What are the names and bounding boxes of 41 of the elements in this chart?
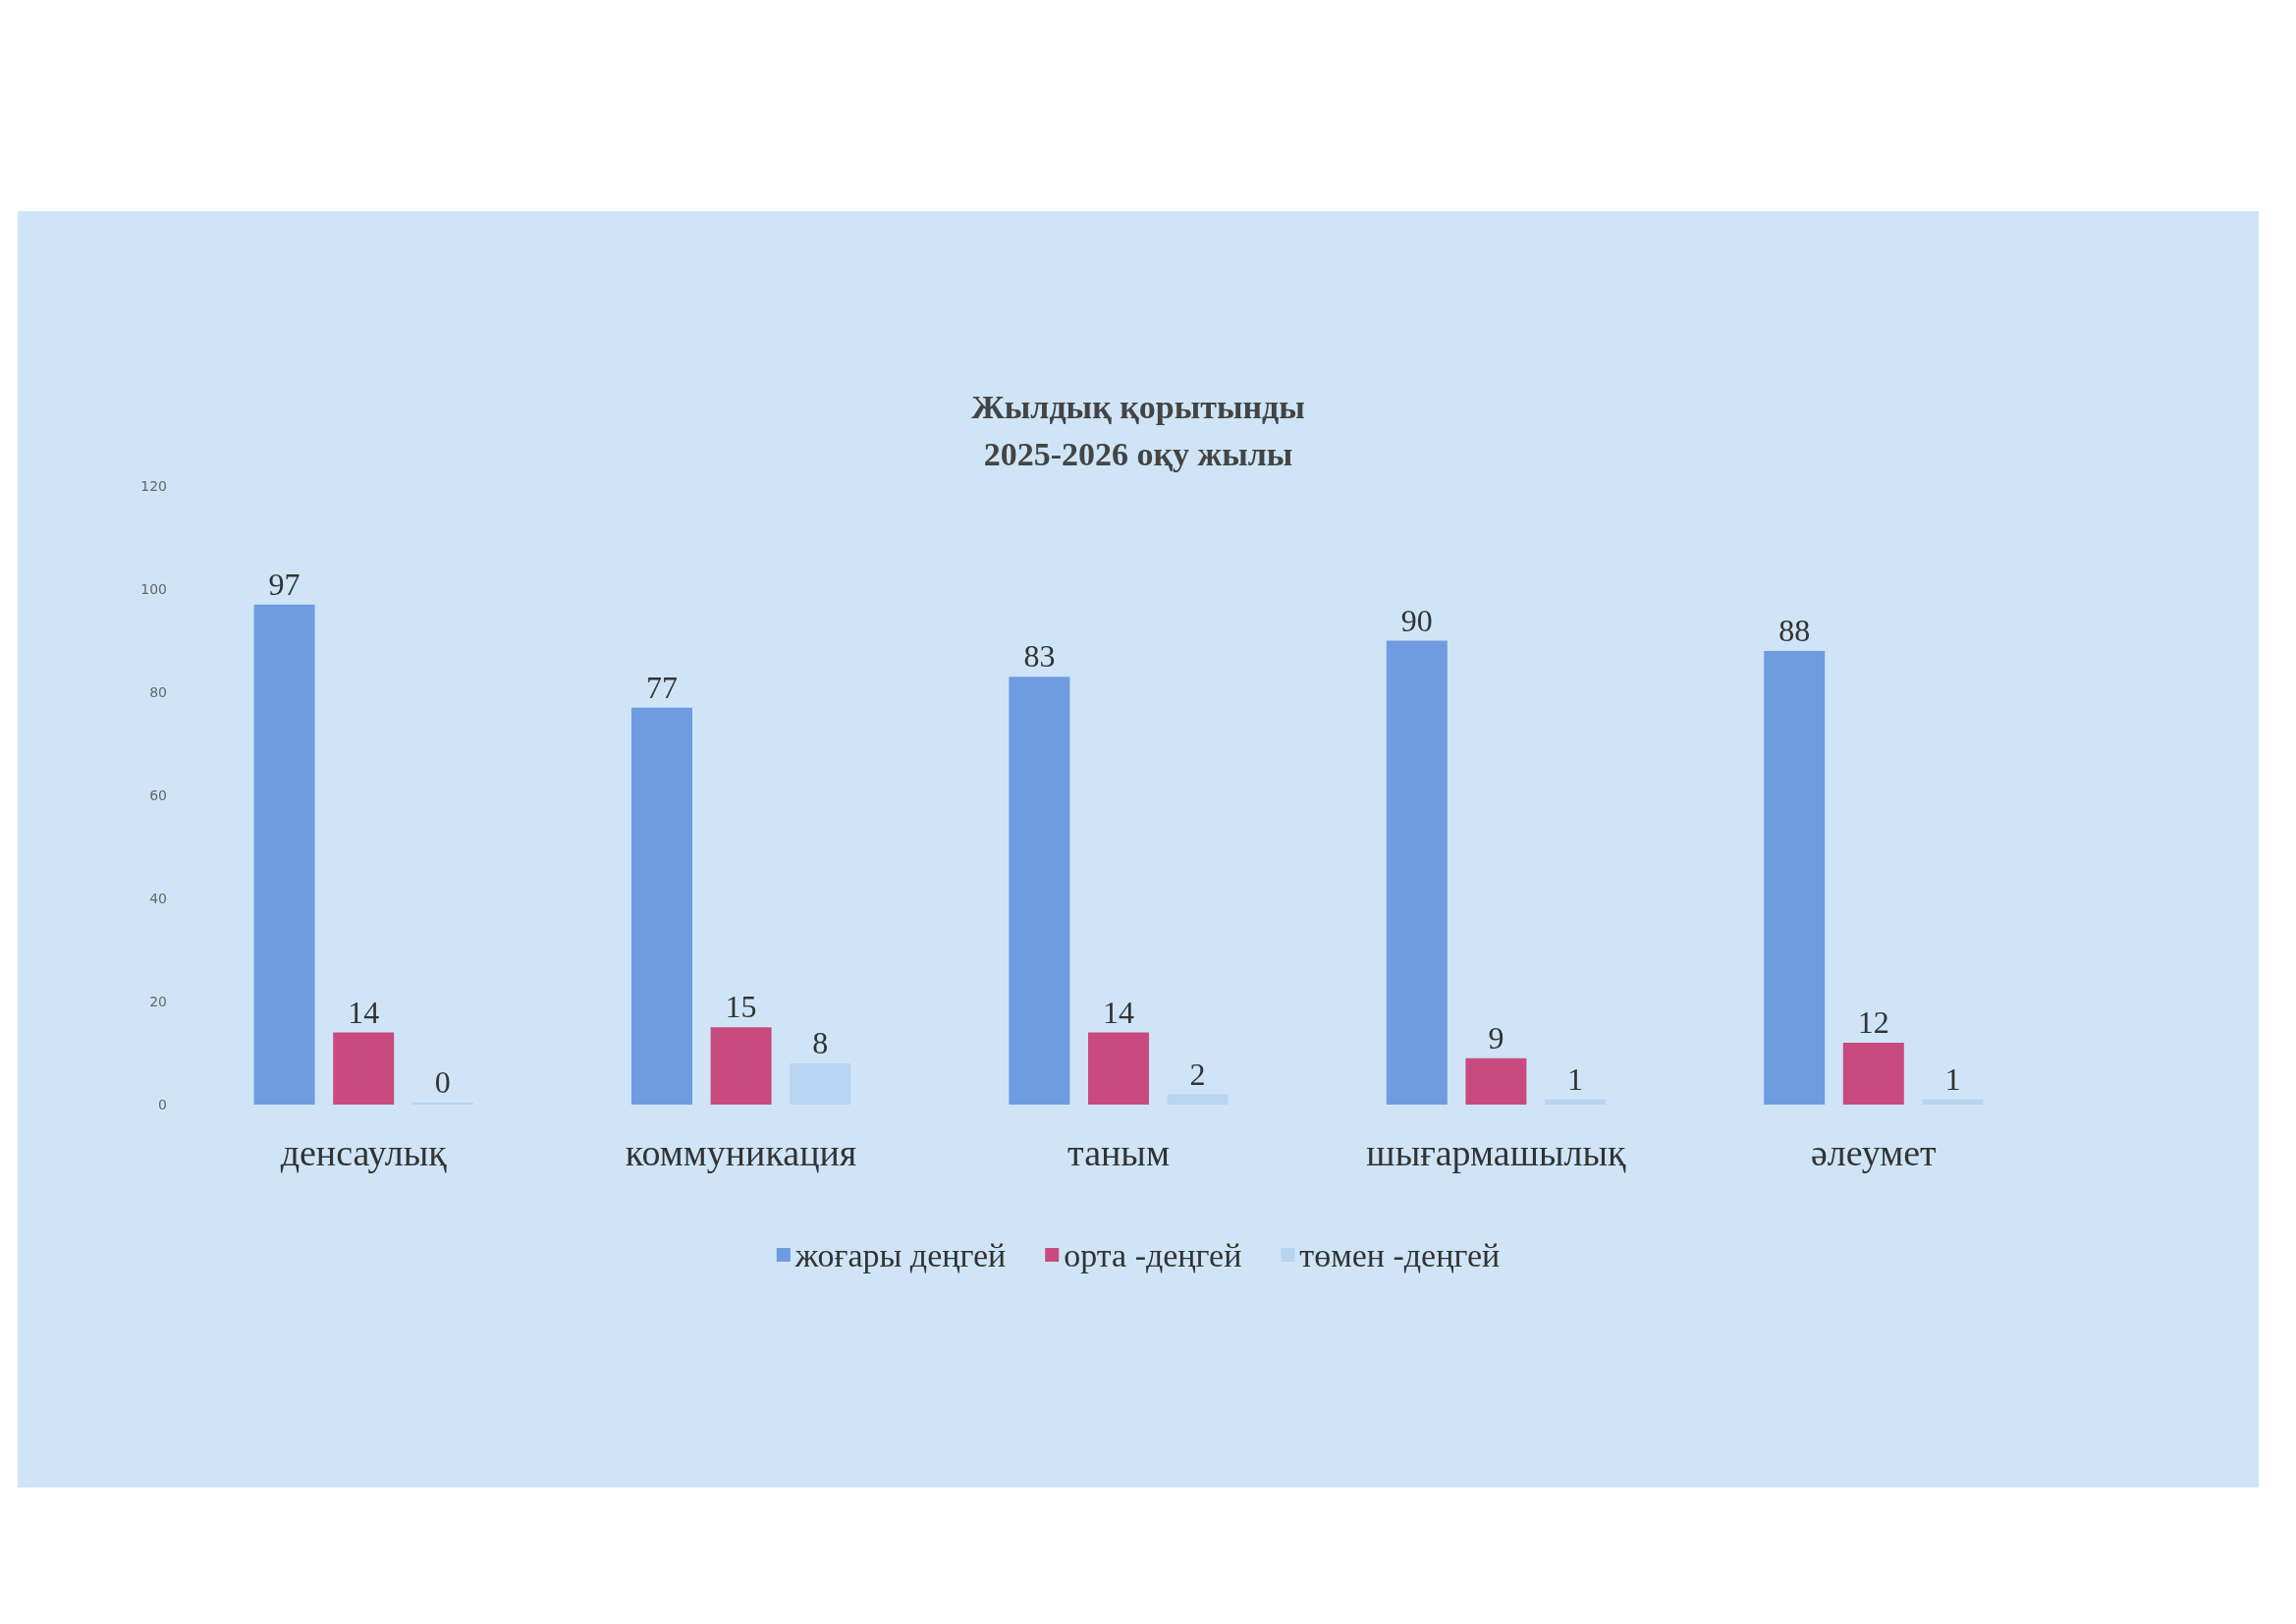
- data-label: 2: [1189, 1056, 1206, 1092]
- data-label: 8: [812, 1025, 829, 1060]
- x-tick-label: таным: [1067, 1132, 1170, 1173]
- legend-label: жоғары деңгей: [793, 1236, 1007, 1273]
- bar: [710, 1027, 772, 1105]
- bar: [1842, 1043, 1904, 1105]
- data-label: 88: [1778, 613, 1811, 648]
- legend-label: орта -деңгей: [1064, 1236, 1242, 1273]
- y-tick-label: 100: [140, 581, 167, 597]
- x-tick-label: әлеумет: [1810, 1132, 1938, 1173]
- bar: [1088, 1032, 1149, 1105]
- data-label: 0: [434, 1064, 451, 1100]
- legend-label: төмен -деңгей: [1299, 1236, 1501, 1273]
- data-label: 77: [646, 669, 678, 705]
- x-tick-label: денсаулық: [280, 1132, 448, 1173]
- y-tick-label: 60: [149, 787, 167, 803]
- x-tick-label: коммуникация: [625, 1132, 857, 1173]
- data-label: 1: [1944, 1060, 1961, 1097]
- x-tick-label: шығармашылық: [1366, 1132, 1626, 1173]
- data-label: 1: [1567, 1060, 1583, 1097]
- chart-title: Жылдық қорытынды 2025-2026 оқу жылы: [971, 388, 1305, 472]
- data-label: 15: [725, 989, 757, 1025]
- data-label: 14: [1103, 994, 1134, 1030]
- bar: [333, 1032, 395, 1105]
- bar: [1764, 651, 1826, 1105]
- data-label: 83: [1023, 638, 1056, 675]
- bar: [631, 707, 692, 1105]
- data-label: 9: [1488, 1019, 1504, 1056]
- y-tick-label: 80: [149, 684, 167, 700]
- data-label: 14: [348, 994, 380, 1030]
- data-label: 97: [268, 566, 301, 602]
- y-tick-label: 120: [140, 478, 167, 494]
- data-label: 90: [1400, 602, 1433, 638]
- y-tick-label: 40: [149, 891, 167, 906]
- bar: [1465, 1057, 1527, 1105]
- y-tick-label: 20: [149, 994, 167, 1009]
- bar: [1386, 640, 1448, 1105]
- y-tick-label: 0: [158, 1097, 167, 1112]
- data-label: 12: [1857, 1004, 1889, 1040]
- bar: [253, 604, 315, 1105]
- bar: [1009, 677, 1070, 1105]
